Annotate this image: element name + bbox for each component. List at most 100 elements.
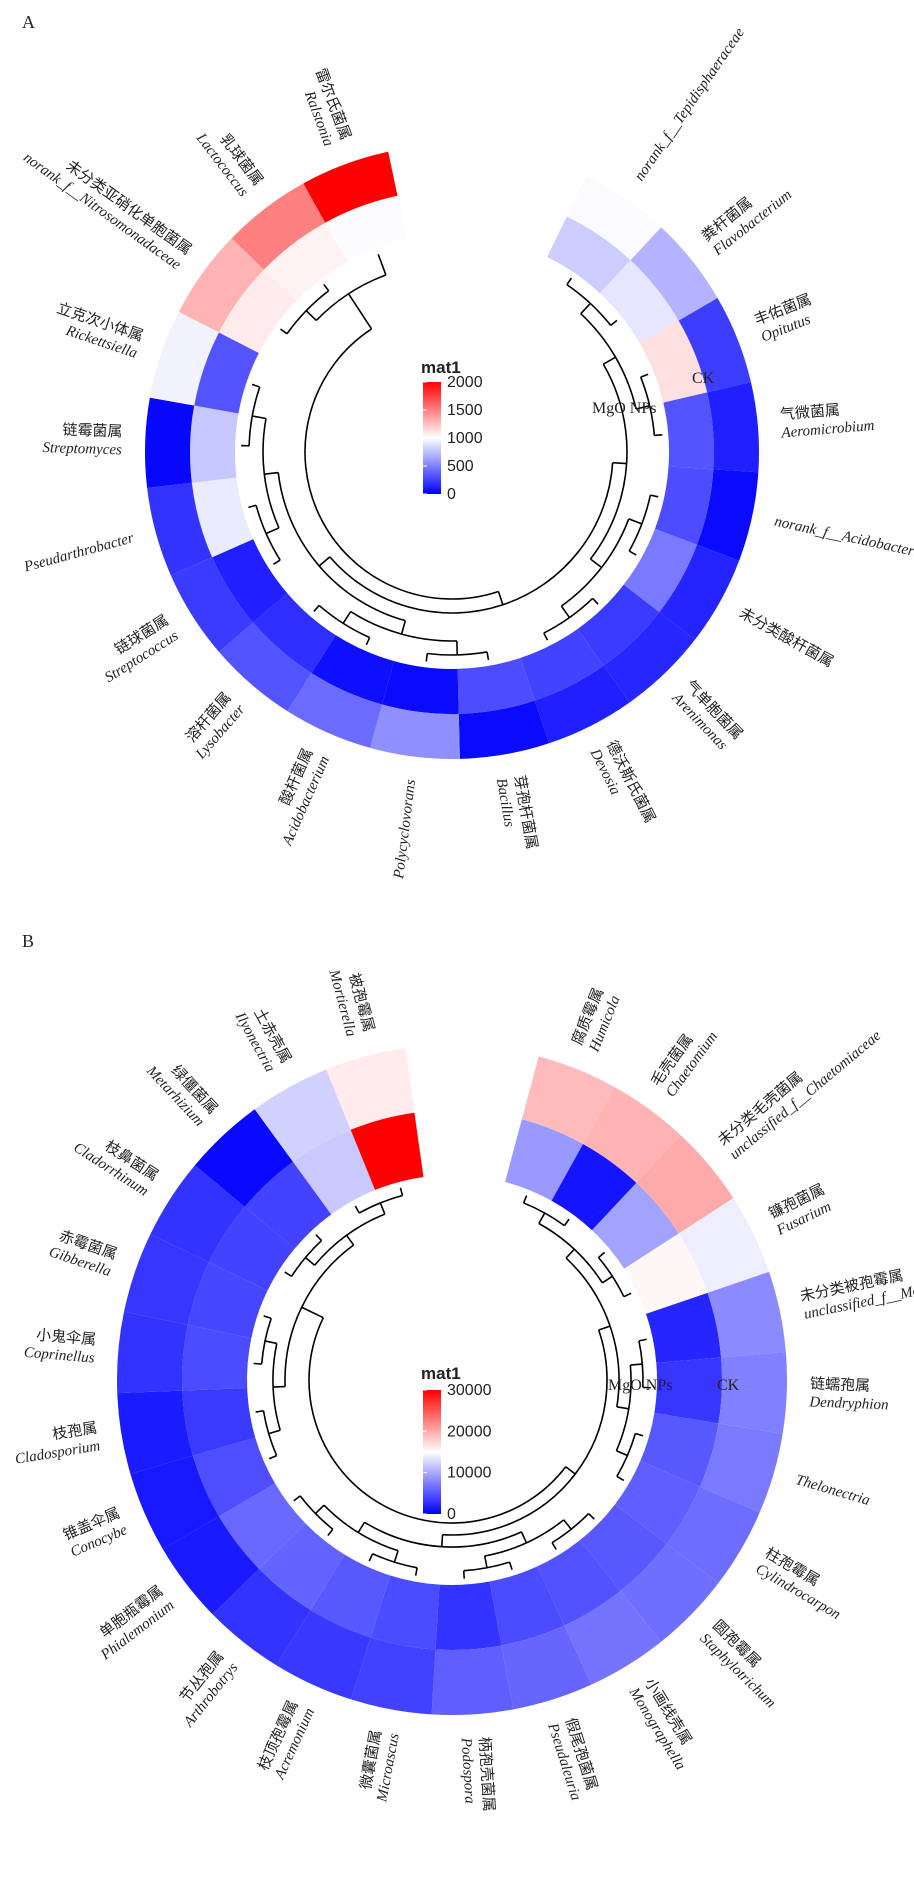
a-tree-branch-15 <box>366 638 369 645</box>
a-tree-branch-39 <box>306 311 316 321</box>
b-tree-branch-0 <box>524 1196 527 1203</box>
b-tree-branch-39 <box>630 1364 642 1365</box>
b-tree-branch-46 <box>315 1505 324 1513</box>
b-tree-branch-3 <box>599 1252 605 1257</box>
panel-a-ring-ck-label: CK <box>692 370 715 387</box>
a-tree-branch-19 <box>248 505 256 507</box>
a-tree-branch-27 <box>581 303 591 313</box>
b-cell-ck-11 <box>432 1645 514 1715</box>
b-tree-branch-45 <box>394 1551 398 1562</box>
a-tree-branch-13 <box>426 653 427 661</box>
a-taxon-cn-label-3: 气微菌属 <box>779 402 840 424</box>
b-tree-branch-63 <box>599 1326 610 1330</box>
b-tree-branch-1 <box>564 1219 569 1225</box>
a-tree-branch-18 <box>273 560 280 564</box>
a-tree-branch-16 <box>314 605 319 611</box>
a-cell-mgo-9 <box>382 661 459 714</box>
a-tree-branch-31 <box>561 606 569 617</box>
a-tree-branch-22 <box>252 384 260 387</box>
a-taxon-cn-label-14: 链霉菌属 <box>62 422 123 441</box>
panel-b: B 腐质霉属Humicola毛壳菌属Chaetomium未分类毛壳菌属uncla… <box>14 931 914 1812</box>
b-tree-branch-19 <box>369 1554 372 1561</box>
b-legend-tick-label-2: 10000 <box>447 1465 492 1482</box>
a-taxon-latin-label-16: norank_f__Nitrosomonadaceae <box>20 150 184 274</box>
a-taxon-cn-label-5: 未分类酸杆菌属 <box>736 605 836 671</box>
b-tree-branch-55 <box>617 1407 629 1409</box>
a-tree-branch-3 <box>641 374 648 377</box>
b-tree-branch-18 <box>416 1568 417 1576</box>
a-legend-tick-label-1: 1500 <box>447 402 483 419</box>
a-tree-branch-1 <box>611 320 617 325</box>
b-tree-branch-9 <box>635 1434 643 1436</box>
panel-a-label: A <box>22 12 35 32</box>
a-tree-branch-30 <box>629 519 642 524</box>
a-tree-branch-34 <box>343 612 351 624</box>
b-tree-branch-6 <box>639 1339 647 1341</box>
b-tree-branch-49 <box>265 1341 277 1343</box>
b-tree-branch-67 <box>302 1307 324 1317</box>
b-legend-tick-label-3: 0 <box>447 1506 456 1523</box>
a-tree-branch-50 <box>330 463 613 613</box>
b-tree-branch-64 <box>442 1535 443 1547</box>
b-tree-branch-13 <box>552 1543 556 1550</box>
a-tree-branch-25 <box>324 284 329 290</box>
a-tree-branch-51 <box>498 591 502 604</box>
panel-a-heatmap-cells <box>145 152 759 759</box>
a-tree-branch-49 <box>319 557 330 566</box>
b-taxon-latin-label-18: Coprinellus <box>23 1345 95 1367</box>
a-tree-branch-52 <box>349 294 372 329</box>
b-legend-colorbar <box>423 1390 441 1514</box>
b-tree-branch-31 <box>316 1235 321 1241</box>
a-tree-branch-7 <box>629 551 636 555</box>
b-tree-branch-21 <box>328 1529 333 1535</box>
a-taxon-latin-label-0: norank_f__Tepidisphaeraceae <box>632 25 748 184</box>
a-tree-branch-46 <box>264 473 278 475</box>
b-legend-tick-label-0: 30000 <box>447 1382 492 1399</box>
b-tree-branch-4 <box>624 1293 631 1296</box>
panel-b-legend-title: mat1 <box>421 1364 461 1383</box>
b-tree-branch-40 <box>616 1451 627 1456</box>
b-tree-branch-30 <box>285 1272 292 1276</box>
a-taxon-latin-label-9: Polycyclovorans <box>391 778 419 880</box>
b-tree-branch-33 <box>355 1206 359 1213</box>
a-cell-ck-14 <box>145 398 194 488</box>
a-cell-mgo-14 <box>190 406 238 483</box>
b-tree-branch-22 <box>294 1496 300 1501</box>
b-tree-branch-27 <box>254 1363 262 1364</box>
a-tree-branch-4 <box>654 435 662 436</box>
a-tree-branch-42 <box>603 357 615 364</box>
b-taxon-latin-label-6: Thelonectria <box>794 1472 872 1509</box>
a-tree-branch-24 <box>281 329 288 334</box>
a-taxon-latin-label-4: norank_f__Acidobacteriaceae <box>773 514 914 568</box>
a-legend-tick-label-4: 0 <box>447 486 456 503</box>
b-tree-branch-15 <box>510 1562 512 1570</box>
a-tree-branch-43 <box>590 559 601 568</box>
b-tree-branch-42 <box>564 1520 571 1529</box>
b-tree-branch-43 <box>485 1556 487 1568</box>
b-taxon-latin-label-5: Dendryphion <box>808 1394 889 1413</box>
b-tree-branch-48 <box>269 1430 281 1433</box>
a-tree-branch-9 <box>593 598 599 604</box>
b-taxon-latin-label-2: unclassified_f__Chaetomiaceae <box>727 1028 885 1163</box>
b-tree-branch-24 <box>269 1456 276 1459</box>
a-tree-branch-44 <box>590 364 627 559</box>
b-tree-branch-58 <box>358 1522 364 1532</box>
a-legend-tick-label-3: 500 <box>447 458 474 475</box>
b-tree-branch-37 <box>602 1276 612 1283</box>
a-tree-branch-6 <box>650 495 658 497</box>
panel-b-ring-mgo-label: MgO NPs <box>608 1377 672 1394</box>
a-legend-tick-label-2: 1000 <box>447 430 483 447</box>
a-tree-branch-40 <box>378 254 386 275</box>
a-cell-ck-3 <box>707 382 759 472</box>
a-cell-mgo-3 <box>663 392 714 469</box>
b-tree-branch-10 <box>617 1476 624 1480</box>
b-taxon-cn-label-18: 小鬼伞属 <box>36 1327 97 1349</box>
a-tree-branch-48 <box>613 463 627 464</box>
a-taxon-cn-label-16: 未分类亚硝化单胞菌属 <box>63 157 195 258</box>
a-tree-branch-12 <box>487 652 488 660</box>
b-tree-branch-57 <box>521 1532 526 1543</box>
panel-b-ring-ck-label: CK <box>717 1377 740 1394</box>
a-tree-branch-10 <box>544 633 548 640</box>
